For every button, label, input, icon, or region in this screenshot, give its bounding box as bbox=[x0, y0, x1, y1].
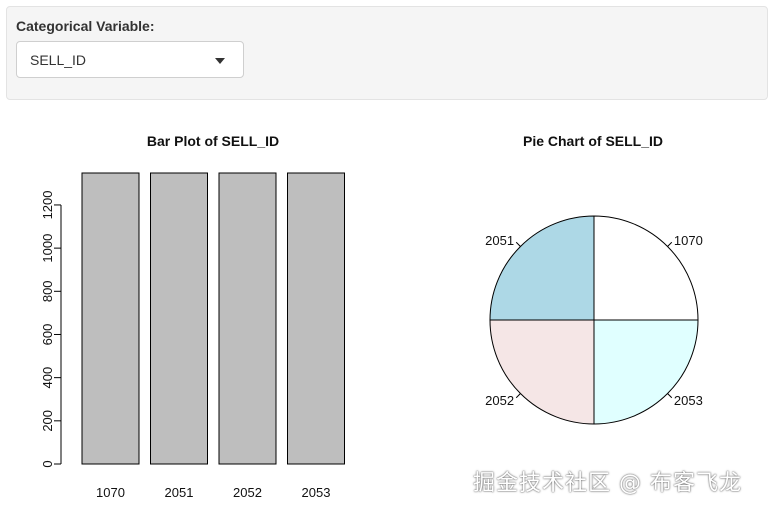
y-axis: 0 200 400 600 800 1000 1200 bbox=[40, 190, 62, 468]
bar-marks bbox=[81, 172, 345, 465]
pie-label-tick bbox=[515, 393, 521, 399]
x-tick-label: 2053 bbox=[302, 485, 331, 500]
y-tick-label: 0 bbox=[40, 460, 55, 467]
bar-chart: Bar Plot of SELL_ID 0 200 400 600 800 1000 120… bbox=[40, 133, 345, 500]
categorical-variable-label: Categorical Variable: bbox=[16, 18, 155, 34]
select-value: SELL_ID bbox=[30, 52, 87, 68]
x-tick-label: 2051 bbox=[165, 485, 194, 500]
pie-label: 2053 bbox=[674, 393, 703, 408]
y-tick-label: 1200 bbox=[40, 190, 55, 219]
x-tick-labels: 1070 2051 2052 2053 bbox=[96, 485, 330, 500]
pie-label: 2051 bbox=[485, 233, 514, 248]
pie-chart-title: Pie Chart of SELL_ID bbox=[523, 133, 663, 149]
bar bbox=[150, 172, 208, 465]
bar bbox=[81, 172, 140, 465]
pie-slice bbox=[593, 319, 699, 425]
bar-chart-title: Bar Plot of SELL_ID bbox=[147, 133, 279, 149]
y-tick-label: 600 bbox=[40, 324, 55, 346]
chevron-down-icon bbox=[215, 58, 225, 64]
x-tick-label: 2052 bbox=[233, 485, 262, 500]
x-tick-label: 1070 bbox=[96, 485, 125, 500]
pie-slice bbox=[593, 215, 699, 321]
y-tick-label: 200 bbox=[40, 410, 55, 432]
y-tick-label: 800 bbox=[40, 280, 55, 302]
pie-label-tick bbox=[667, 241, 673, 247]
categorical-variable-select[interactable]: SELL_ID bbox=[16, 41, 244, 78]
pie-label: 1070 bbox=[674, 233, 703, 248]
pie-chart: Pie Chart of SELL_ID 1070 2051 2052 2053 bbox=[485, 133, 703, 425]
control-panel: Categorical Variable: SELL_ID bbox=[6, 6, 768, 100]
pie-label-tick bbox=[667, 393, 673, 399]
watermark: 掘金技术社区 @ 布客飞龙 bbox=[473, 471, 742, 496]
bar bbox=[287, 172, 345, 465]
pie-label: 2052 bbox=[485, 393, 514, 408]
y-tick-label: 400 bbox=[40, 367, 55, 389]
pie-slice bbox=[489, 215, 595, 321]
bar bbox=[218, 172, 277, 465]
y-tick-label: 1000 bbox=[40, 234, 55, 263]
pie-slice bbox=[489, 319, 595, 425]
pie-label-tick bbox=[515, 241, 521, 247]
pie-marks: 1070 2051 2052 2053 bbox=[485, 215, 703, 425]
